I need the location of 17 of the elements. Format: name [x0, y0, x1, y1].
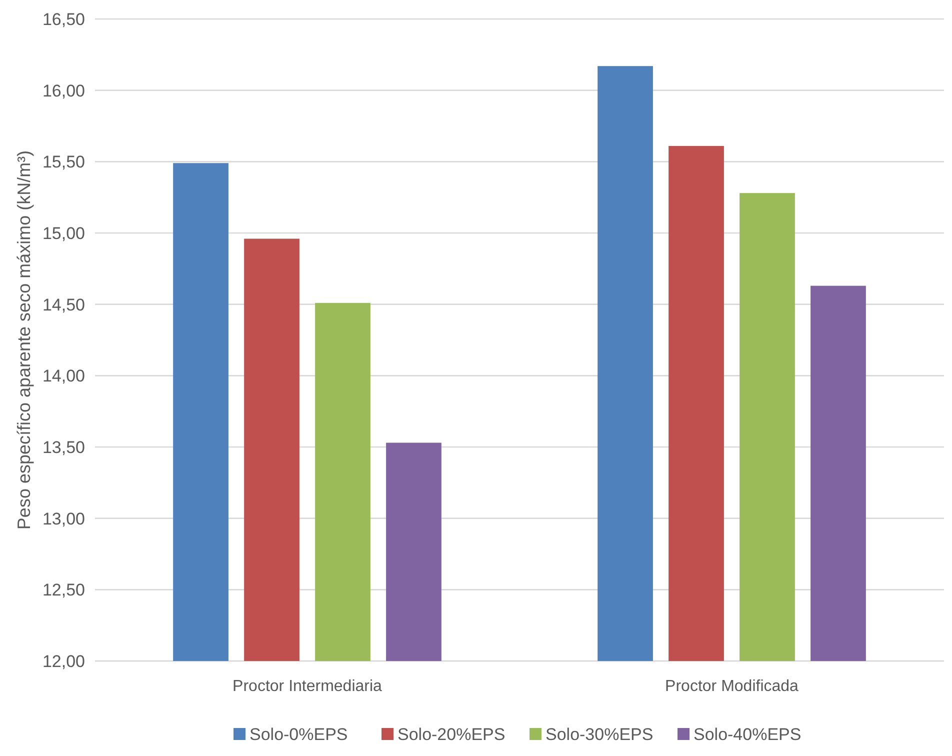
y-tick-label: 16,50	[42, 10, 85, 29]
y-axis-title: Peso específico aparente seco máximo (kN/m³)	[14, 150, 34, 530]
y-tick-label: 16,00	[42, 81, 85, 100]
legend-label: Solo-30%EPS	[546, 724, 654, 744]
y-tick-label: 14,00	[42, 366, 85, 386]
y-tick-label: 13,00	[42, 509, 85, 528]
y-tick-label: 12,00	[42, 652, 85, 671]
legend-label: Solo-40%EPS	[694, 724, 802, 744]
y-tick-label: 12,50	[42, 580, 85, 600]
legend-label: Solo-20%EPS	[398, 724, 506, 744]
y-tick-label: 14,50	[42, 295, 85, 314]
y-tick-label: 13,50	[42, 438, 85, 457]
legend-label: Solo-0%EPS	[250, 724, 348, 744]
x-tick-label: Proctor Modificada	[665, 678, 799, 695]
y-tick-label: 15,00	[42, 224, 85, 243]
y-tick-label: 15,50	[42, 152, 85, 172]
x-tick-label: Proctor Intermediaria	[232, 678, 382, 695]
